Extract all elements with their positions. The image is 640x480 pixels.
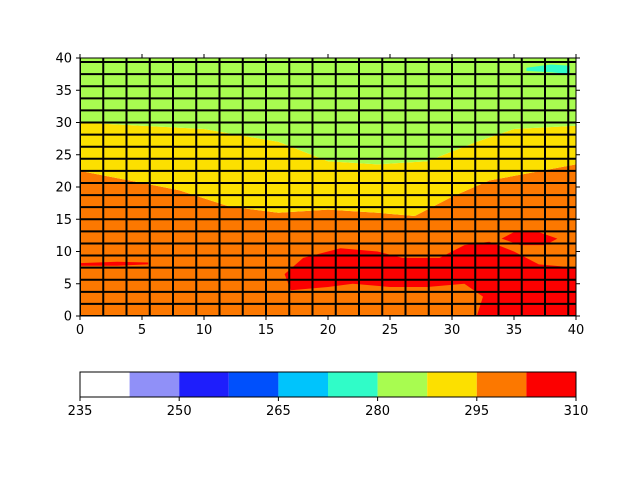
x-tick-label: 40 xyxy=(568,323,585,338)
colorbar-swatch xyxy=(80,372,130,397)
colorbar-tick-label: 250 xyxy=(167,404,192,419)
colorbar-tick-label: 310 xyxy=(564,404,589,419)
colorbar-swatch xyxy=(526,372,576,397)
x-tick-label: 0 xyxy=(76,323,84,338)
x-tick-label: 30 xyxy=(444,323,461,338)
x-tick-label: 15 xyxy=(258,323,275,338)
x-tick-label: 10 xyxy=(196,323,213,338)
y-tick-label: 20 xyxy=(55,181,72,196)
y-tick-label: 30 xyxy=(55,116,72,131)
colorbar-swatch xyxy=(476,372,527,397)
colorbar-tick-label: 295 xyxy=(464,404,489,419)
y-tick-label: 10 xyxy=(55,245,72,260)
colorbar-tick-label: 235 xyxy=(68,404,93,419)
y-tick-label: 35 xyxy=(55,84,72,99)
colorbar-tick-label: 265 xyxy=(266,404,291,419)
y-tick-label: 25 xyxy=(55,148,72,163)
colorbar-swatch xyxy=(228,372,279,397)
colorbar-swatch xyxy=(278,372,328,397)
x-tick-label: 5 xyxy=(138,323,146,338)
y-tick-label: 5 xyxy=(64,277,72,292)
colorbar-swatch xyxy=(328,372,378,397)
contour-region-6 xyxy=(80,261,149,266)
y-tick-label: 40 xyxy=(55,52,72,67)
colorbar-swatch xyxy=(179,372,229,397)
colorbar-frame xyxy=(79,371,577,398)
colorbar-swatch xyxy=(377,372,428,397)
plot-area: 0 5 10 15 20 25 30 35 40 0 5 10 15 20 25 30 35 40 xyxy=(55,52,584,339)
colorbar-tick-label: 280 xyxy=(365,404,390,419)
y-tick-label: 15 xyxy=(55,213,72,228)
x-tick-label: 35 xyxy=(506,323,523,338)
colorbar: 235 250 265 280 295 310 xyxy=(68,371,589,419)
colorbar-swatch xyxy=(427,372,477,397)
colorbar-swatch xyxy=(129,372,180,397)
contour-region-8 xyxy=(526,64,570,75)
y-tick-label: 0 xyxy=(64,310,72,325)
x-tick-label: 25 xyxy=(382,323,399,338)
x-tick-label: 20 xyxy=(320,323,337,338)
contour-region-5 xyxy=(501,232,558,246)
